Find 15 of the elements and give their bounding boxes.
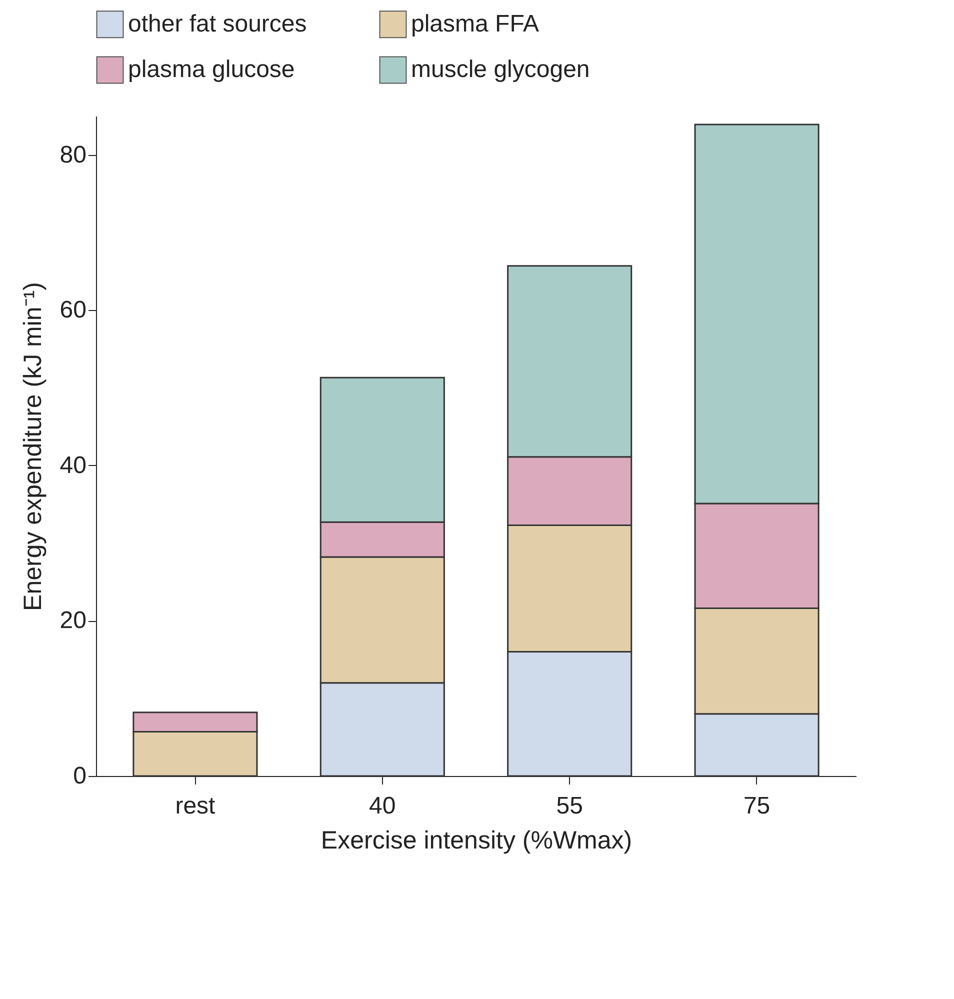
x-axis-title: Exercise intensity (%Wmax)	[320, 826, 632, 854]
legend-label: plasma FFA	[411, 10, 540, 38]
x-tick-label: 75	[743, 792, 770, 820]
legend-label: other fat sources	[128, 10, 307, 38]
x-tick-label: 40	[369, 792, 396, 820]
y-axis-title: Energy expenditure (kJ min⁻¹)	[18, 282, 47, 611]
x-tick-label: 55	[556, 792, 583, 820]
y-tick-label: 80	[60, 141, 86, 168]
y-tick-label: 60	[60, 296, 86, 324]
y-tick-label: 40	[60, 452, 86, 479]
y-tick-label: 20	[60, 607, 86, 634]
legend-label: plasma glucose	[128, 56, 295, 83]
legend-label: muscle glycogen	[411, 56, 590, 83]
y-tick-label: 0	[73, 762, 86, 790]
x-tick-label: rest	[175, 792, 216, 820]
